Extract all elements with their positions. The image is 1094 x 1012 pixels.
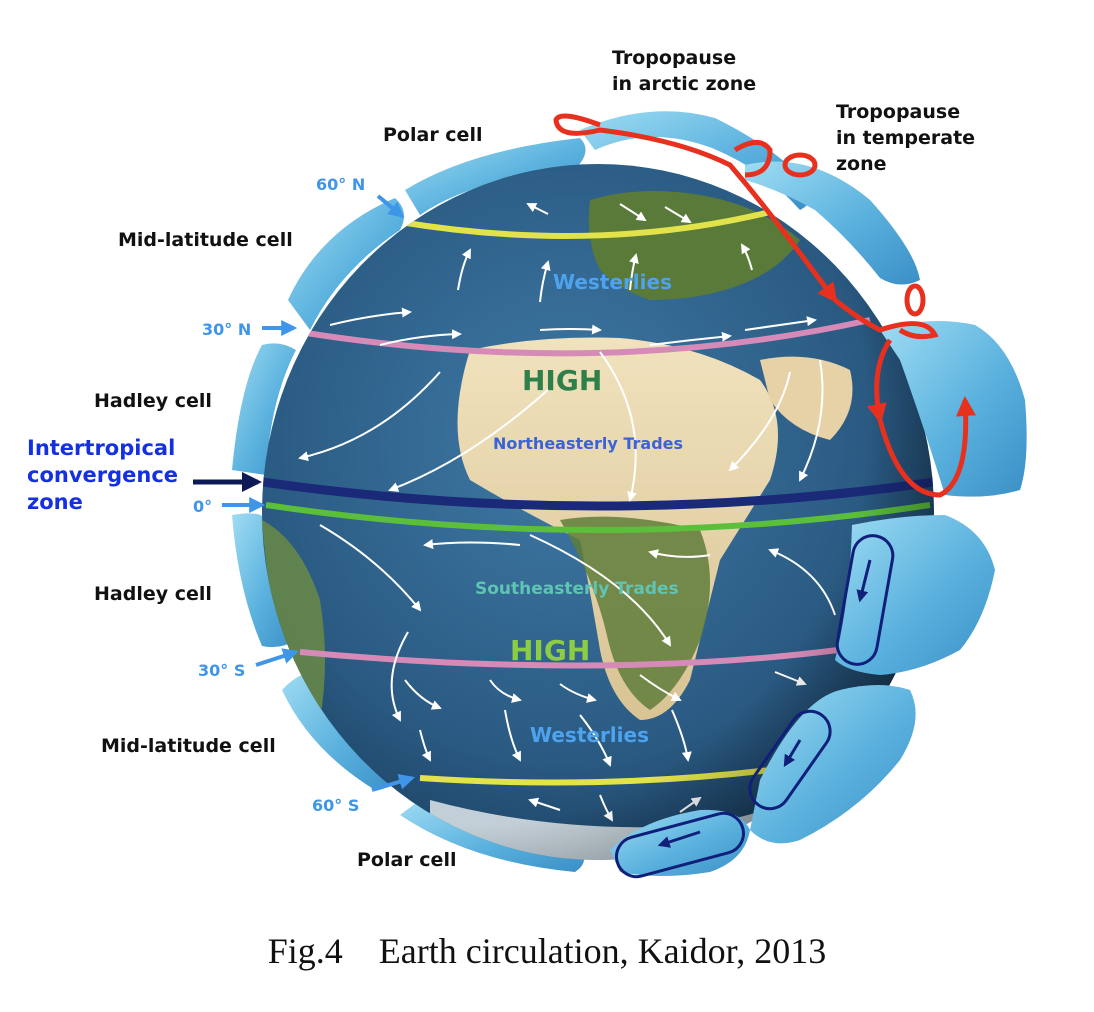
label-mid-latitude-cell-north: Mid-latitude cell <box>118 229 293 251</box>
tropopause-circulation <box>553 113 976 498</box>
label-tropopause-arctic-line2: in arctic zone <box>612 73 756 95</box>
label-high-south: HIGH <box>510 634 590 667</box>
mid-latitude-cell-north-left <box>288 198 404 330</box>
label-hadley-cell-south: Hadley cell <box>94 583 212 605</box>
label-tropopause-temperate-line2: in temperate <box>836 127 975 149</box>
label-tropopause-temperate-line3: zone <box>836 153 887 175</box>
latitude-30s: 30° S <box>198 661 245 680</box>
latitude-60n: 60° N <box>316 175 365 194</box>
hadley-cell-south-right <box>835 515 995 675</box>
temperate-tropopause-cell <box>745 161 920 285</box>
label-northeasterly-trades: Northeasterly Trades <box>493 434 683 453</box>
label-tropopause-temperate-line1: Tropopause <box>836 101 960 123</box>
polar-cell-north-left <box>405 138 586 215</box>
hadley-cell-north-left <box>232 343 296 475</box>
label-itcz-line1: Intertropical <box>27 436 175 460</box>
label-hadley-cell-north: Hadley cell <box>94 390 212 412</box>
label-southeasterly-trades: Southeasterly Trades <box>475 579 679 599</box>
polar-cell-south-right <box>610 809 750 876</box>
label-polar-cell-north: Polar cell <box>383 124 482 146</box>
southern-cell-loops <box>615 534 895 879</box>
label-mid-latitude-cell-south: Mid-latitude cell <box>101 735 276 757</box>
latitude-pointers <box>193 194 416 792</box>
label-itcz-line3: zone <box>27 490 83 514</box>
label-high-north: HIGH <box>522 364 602 397</box>
globe <box>262 164 934 860</box>
label-tropopause-arctic-line1: Tropopause <box>612 47 736 69</box>
label-westerlies-north: Westerlies <box>553 270 672 294</box>
mid-latitude-cell-south-right <box>750 685 916 844</box>
figure-caption: Fig.4 Earth circulation, Kaidor, 2013 <box>267 931 827 971</box>
label-westerlies-south: Westerlies <box>530 723 649 747</box>
latitude-30n: 30° N <box>202 320 251 339</box>
latitude-60s: 60° S <box>312 796 359 815</box>
earth-circulation-diagram: Polar cell Mid-latitude cell Hadley cell… <box>27 47 1027 879</box>
label-itcz-line2: convergence <box>27 463 178 487</box>
latitude-equator: 0° <box>193 497 212 516</box>
label-polar-cell-south: Polar cell <box>357 849 456 871</box>
hadley-cell-north-right <box>880 321 1027 497</box>
